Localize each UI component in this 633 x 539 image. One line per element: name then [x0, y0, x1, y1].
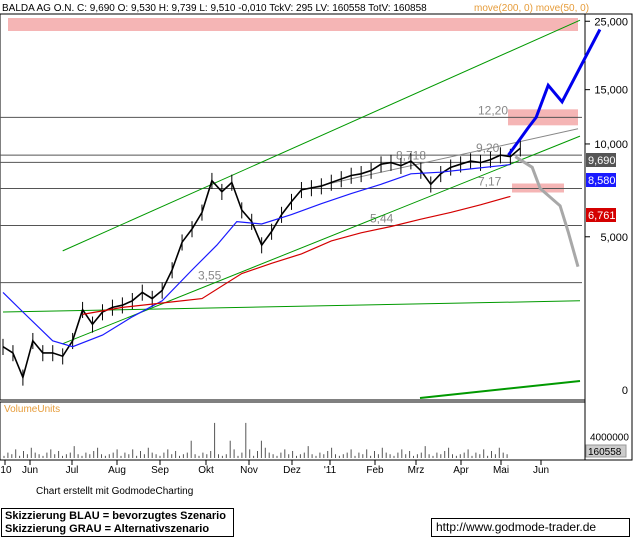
volume-last-box — [585, 444, 627, 458]
x-tick-label: Mrz — [408, 465, 425, 476]
scenario-sketches — [507, 28, 602, 268]
price-box — [586, 153, 616, 167]
price-box-label: 9,690 — [588, 155, 616, 167]
volume-last-label: 160558 — [588, 447, 622, 458]
volume-label: VolumeUnits — [4, 404, 60, 415]
x-tick-label: Nov — [240, 465, 258, 476]
price-boxes: 9,690 8,580 6,761 — [586, 153, 616, 222]
volume-bars: 4000000 160558 — [3, 422, 629, 458]
note-blue: Skizzierung BLAU = bevorzugtes Szenario — [5, 510, 226, 522]
y-tick-label: 15,000 — [594, 85, 628, 97]
series-ma50 — [2, 163, 511, 348]
trend-line — [62, 19, 581, 252]
y-tick-label: 25,000 — [594, 16, 628, 28]
price-box-label: 8,580 — [588, 175, 616, 187]
trend-lines — [2, 19, 581, 399]
note-grey: Skizzierung GRAU = Alternativszenario — [5, 523, 210, 535]
price-box-label: 6,761 — [588, 210, 616, 222]
ma-legend: move(200, 0) move(50, 0) — [474, 3, 589, 14]
x-tick-label: Okt — [198, 465, 214, 476]
x-axis: '10 Jun Jul Aug Sep Okt Nov Dez '11 Feb Mrz Apr Mai J… — [0, 460, 549, 476]
volume-tick-label: 4000000 — [590, 432, 629, 443]
y-zero-label: 0 — [622, 385, 628, 397]
x-tick-label: Mai — [493, 465, 509, 476]
level-label: 9,20 — [476, 141, 500, 155]
x-tick-label: Jun — [22, 465, 38, 476]
series-layer — [2, 140, 521, 386]
x-tick-label: Sep — [151, 465, 169, 476]
x-tick-label: '10 — [0, 465, 12, 476]
scenario-blue-path — [507, 28, 602, 156]
x-tick-label: Jun — [533, 465, 549, 476]
y-axis: 25,000 15,000 10,000 5,000 0 — [585, 16, 628, 397]
source-link[interactable]: http://www.godmode-trader.de — [431, 518, 630, 537]
price-panel-frame — [0, 13, 586, 401]
scenario-notes: Skizzierung BLAU = bevorzugtes Szenario … — [1, 508, 234, 537]
trend-line — [2, 300, 581, 313]
price-box — [586, 208, 616, 222]
x-tick-label: Dez — [283, 465, 301, 476]
x-tick-label: Aug — [108, 465, 126, 476]
x-tick-label: Feb — [366, 465, 384, 476]
chart-header: BALDA AG O.N. C: 9,690 O: 9,530 H: 9,739… — [2, 3, 427, 14]
x-tick-label: '11 — [324, 465, 337, 476]
credit-text: Chart erstellt mit GodmodeCharting — [36, 486, 194, 497]
scenario-grey-path — [514, 155, 580, 268]
level-label: 3,55 — [198, 269, 222, 283]
level-label: 12,20 — [478, 103, 508, 117]
x-tick-label: Jul — [66, 465, 79, 476]
x-tick-label: Apr — [453, 465, 469, 476]
channel-line — [301, 128, 579, 191]
y-tick-label: 5,000 — [600, 232, 628, 244]
y-tick-label: 10,000 — [594, 139, 628, 151]
level-label: 7,17 — [478, 175, 502, 189]
price-box — [586, 173, 616, 187]
bottom-trend-line — [419, 380, 581, 399]
resistance-zone-top — [8, 18, 578, 31]
level-label: 5,44 — [370, 211, 394, 225]
series-ma200 — [82, 195, 511, 315]
